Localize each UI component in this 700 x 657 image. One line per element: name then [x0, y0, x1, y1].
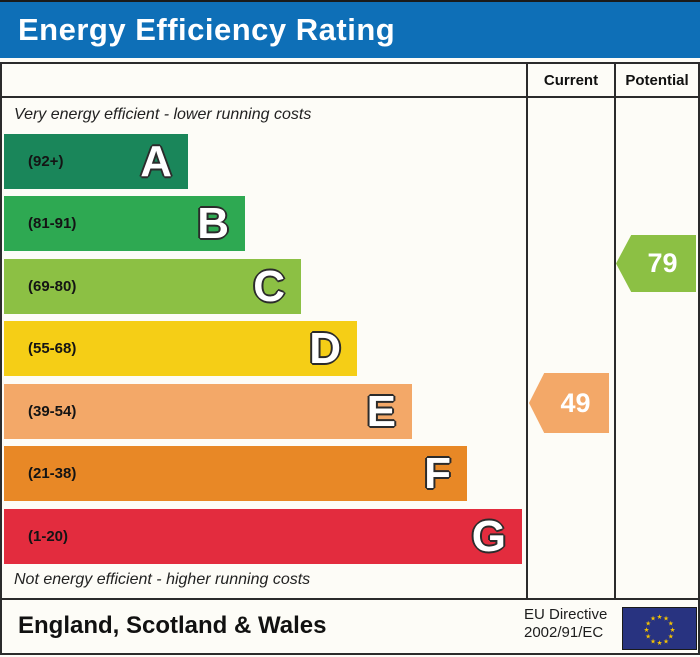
title-bar: Energy Efficiency Rating [0, 0, 700, 58]
band-range-label: (39-54) [28, 403, 77, 420]
band-row-a: (92+) A [4, 134, 188, 189]
svg-text:★: ★ [663, 637, 669, 645]
band-row-e: (39-54) E [4, 384, 412, 439]
band-letter: F [424, 449, 451, 498]
svg-text:★: ★ [657, 639, 663, 647]
band-letter: C [253, 262, 285, 311]
current-rating-arrow: 49 [529, 373, 609, 433]
svg-text:★: ★ [670, 626, 676, 634]
svg-text:★: ★ [663, 615, 669, 623]
band-letter: G [471, 512, 506, 561]
current-column-line [526, 64, 528, 598]
band-letter: E [366, 387, 396, 436]
svg-text:★: ★ [650, 637, 656, 645]
band-row-f: (21-38) F [4, 446, 467, 501]
svg-text:★: ★ [644, 626, 650, 634]
band-range-label: (92+) [28, 153, 64, 170]
svg-text:★: ★ [645, 620, 651, 628]
svg-text:★: ★ [668, 620, 674, 628]
current-rating-value: 49 [560, 387, 591, 418]
caption-very-efficient: Very energy efficient - lower running co… [14, 106, 312, 123]
band-range-label: (21-38) [28, 465, 77, 482]
eu-directive-line1: EU Directive [524, 606, 608, 623]
potential-rating-value: 79 [647, 248, 678, 278]
svg-text:★: ★ [650, 615, 656, 623]
band-range-label: (1-20) [28, 528, 69, 545]
eu-directive-line2: 2002/91/EC [524, 624, 604, 641]
eu-flag-icon: ★ ★ ★ ★ ★ ★ ★ ★ ★ ★ ★ ★ [622, 607, 697, 655]
svg-text:★: ★ [645, 633, 651, 641]
potential-rating-arrow: 79 [616, 235, 696, 292]
potential-column-header: Potential [625, 71, 689, 89]
svg-text:★: ★ [668, 633, 674, 641]
band-row-b: (81-91) B [4, 196, 245, 251]
caption-not-efficient: Not energy efficient - higher running co… [14, 571, 311, 588]
band-range-label: (69-80) [28, 278, 77, 295]
page-title: Energy Efficiency Rating [18, 12, 396, 47]
band-row-d: (55-68) D [4, 321, 357, 376]
current-column-header: Current [543, 71, 599, 89]
eu-directive-label: EU Directive 2002/91/EC [524, 606, 616, 642]
header-separator-line [2, 96, 698, 98]
chart-frame [0, 62, 700, 655]
band-letter: B [197, 199, 229, 248]
svg-text:★: ★ [657, 613, 663, 621]
band-letter: D [309, 324, 341, 373]
chart-bottom-line [2, 598, 698, 600]
band-letter: A [140, 137, 172, 186]
band-row-c: (69-80) C [4, 259, 301, 314]
footer-region-label: England, Scotland & Wales [18, 612, 327, 639]
potential-column-line [614, 64, 616, 598]
band-range-label: (81-91) [28, 215, 77, 232]
band-range-label: (55-68) [28, 340, 77, 357]
band-row-g: (1-20) G [4, 509, 522, 564]
